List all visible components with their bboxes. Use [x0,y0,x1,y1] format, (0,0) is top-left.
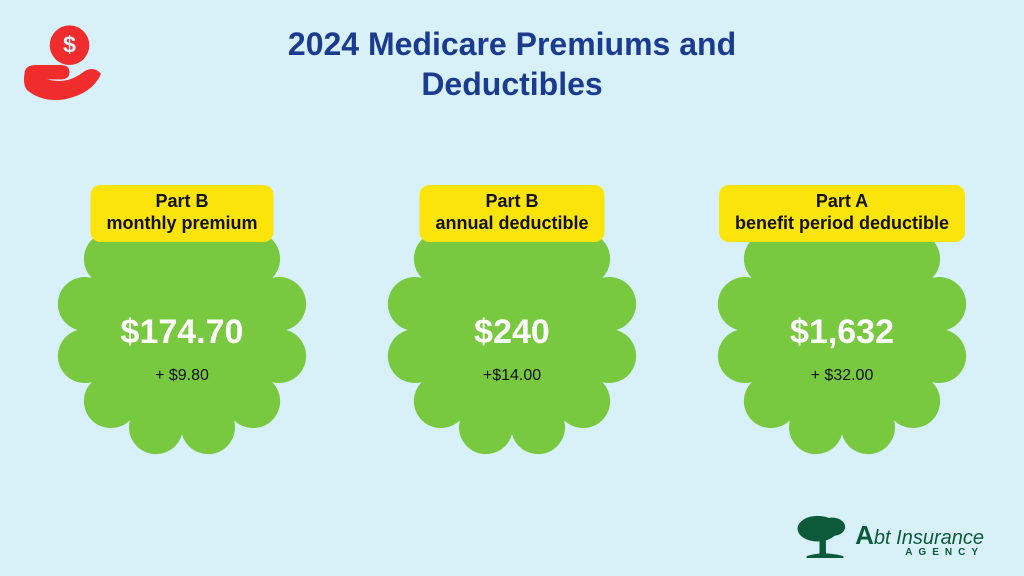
infographic-page: $ 2024 Medicare Premiums and Deductibles… [0,0,1024,576]
badge-tag: Part B monthly premium [90,185,273,242]
tag-line-1: Part B [106,191,257,213]
badge-delta: + $32.00 [717,367,967,385]
page-title: 2024 Medicare Premiums and Deductibles [0,24,1024,104]
badge-row: Part B monthly premium $174.70 + $9.80 P… [0,205,1024,455]
badge-amount: $174.70 [57,313,307,352]
tree-icon [797,514,853,558]
badge-delta: +$14.00 [387,367,637,385]
title-line-2: Deductibles [421,66,602,102]
badge-tag: Part B annual deductible [419,185,604,242]
tag-line-2: benefit period deductible [735,213,949,235]
badge-part-b-deductible: Part B annual deductible $240 +$14.00 [387,205,637,455]
badge-part-b-premium: Part B monthly premium $174.70 + $9.80 [57,205,307,455]
logo-line-1: Abt Insurance [855,522,984,548]
tag-line-2: monthly premium [106,213,257,235]
badge-amount: $1,632 [717,313,967,352]
tag-line-1: Part B [435,191,588,213]
badge-tag: Part A benefit period deductible [719,185,965,242]
logo-line-2: AGENCY [855,548,984,558]
abt-insurance-logo: Abt Insurance AGENCY [797,514,984,558]
tag-line-2: annual deductible [435,213,588,235]
badge-amount: $240 [387,313,637,352]
tag-line-1: Part A [735,191,949,213]
badge-delta: + $9.80 [57,367,307,385]
title-line-1: 2024 Medicare Premiums and [288,26,736,62]
badge-part-a-deductible: Part A benefit period deductible $1,632 … [717,205,967,455]
